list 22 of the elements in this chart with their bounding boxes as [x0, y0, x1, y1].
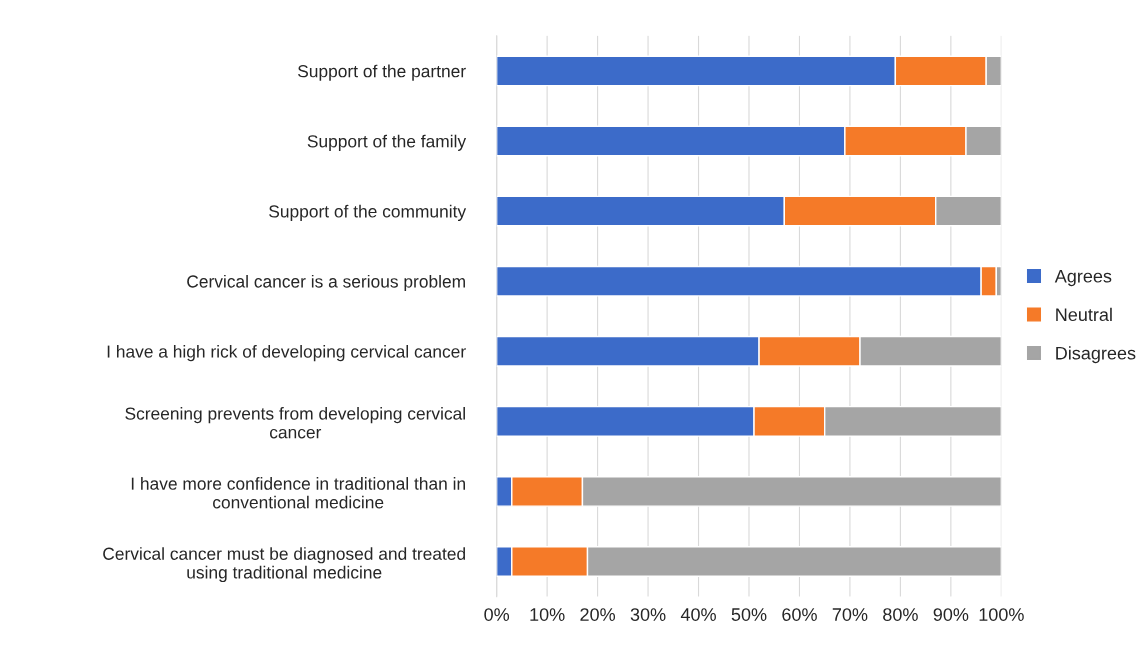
x-tick-label: 30% [630, 608, 666, 621]
y-tick-label: Cervical cancer must be diagnosed and treated using traditional medicine [103, 547, 465, 583]
x-tick-label: 80% [883, 608, 918, 621]
x-tick-label: 60% [782, 608, 817, 621]
y-tick-label: Cervical cancer is a serious problem [187, 274, 465, 292]
legend-label: Neutral [1056, 307, 1112, 322]
legend-label: Agrees [1054, 269, 1112, 287]
x-tick-label: 10% [530, 608, 565, 621]
y-tick-label: I have a high rick of developing cervical cancer [107, 344, 466, 362]
x-tick-label: 50% [731, 608, 767, 621]
x-tick-label: 40% [680, 608, 716, 621]
x-tick-label: 20% [580, 608, 616, 621]
x-tick-label: 90% [933, 608, 969, 621]
x-tick-label: 100% [979, 608, 1024, 621]
y-tick-label: Support of the partner [298, 64, 466, 81]
y-tick-label: Support of the family [307, 134, 467, 151]
legend-label: Disagrees [1056, 346, 1136, 364]
x-tick-label: 70% [832, 608, 868, 621]
x-tick-label: 0% [484, 608, 510, 621]
y-tick-label: Screening prevents from developing cervical cancer [125, 406, 465, 439]
y-tick-label: Support of the community [269, 204, 467, 221]
y-tick-label: I have more confidence in traditional than in conventional medicine [131, 477, 465, 509]
